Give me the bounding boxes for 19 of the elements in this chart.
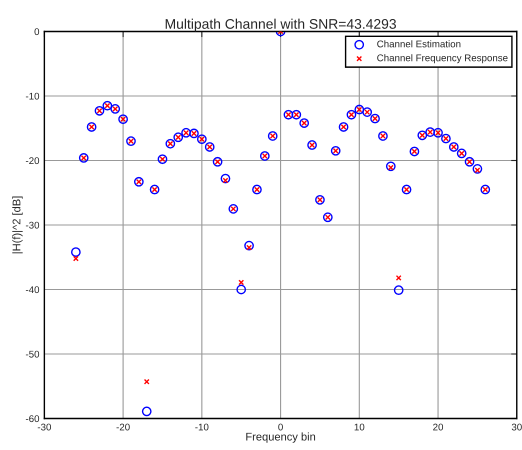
x-tick-label: -20	[116, 424, 130, 430]
y-tick-label: 0	[34, 28, 40, 36]
y-tick-label: -50	[26, 350, 40, 358]
x-tick-label: 10	[354, 424, 364, 430]
x-tick-label: 30	[512, 424, 522, 430]
x-tick-label: -30	[38, 424, 52, 430]
y-tick-label: -60	[26, 415, 40, 422]
y-tick-label: -10	[26, 92, 40, 100]
y-axis-title: |H(f)|^2 [dB]	[12, 196, 23, 254]
legend-label: Channel Estimation	[377, 40, 460, 48]
x-tick-label: 20	[433, 424, 444, 430]
y-tick-label: -30	[26, 222, 40, 229]
chart-title: Multipath Channel with SNR=43.4293	[166, 18, 396, 32]
x-tick-label: -10	[195, 424, 208, 430]
y-tick-label: -20	[26, 157, 40, 164]
x-axis-title: Frequency bin	[246, 432, 316, 443]
x-tick-label: 0	[278, 424, 283, 430]
legend-label: Channel Frequency Response	[377, 54, 508, 64]
y-tick-label: -40	[26, 286, 40, 294]
